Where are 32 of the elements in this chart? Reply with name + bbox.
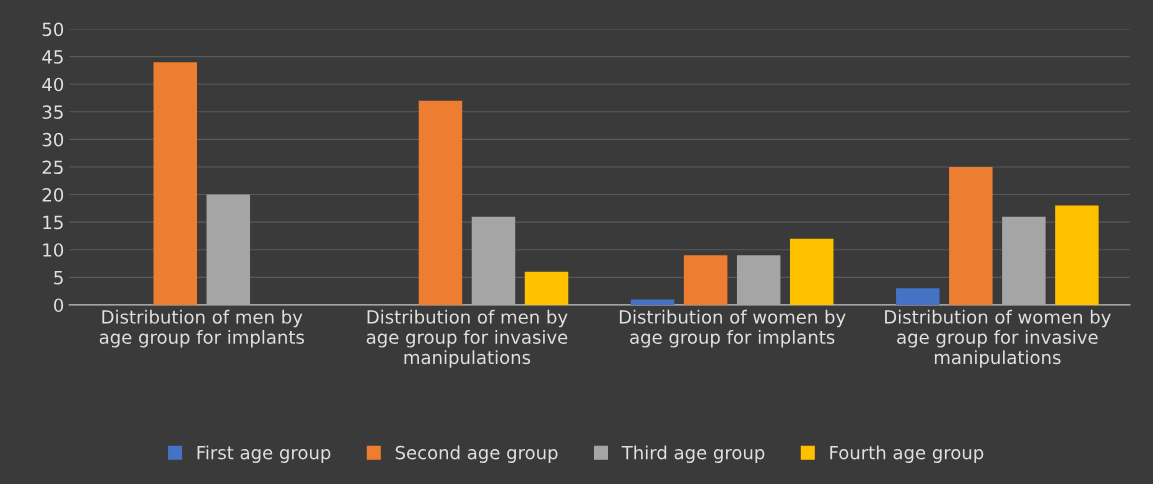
bar xyxy=(1055,205,1099,305)
bar xyxy=(736,255,781,305)
bar xyxy=(630,299,675,305)
bar xyxy=(418,100,463,305)
x-tick-label: Distribution of men by age group for implants xyxy=(99,309,304,348)
x-tick-label: Distribution of men by age group for invasive manipulations xyxy=(366,309,568,368)
x-tick-label: Distribution of women by age group for implants xyxy=(619,309,846,348)
bar xyxy=(949,166,993,305)
bar xyxy=(789,238,834,305)
y-tick-label: 40 xyxy=(42,77,64,92)
bar xyxy=(524,271,569,305)
bar xyxy=(896,288,940,305)
x-tick-label: Distribution of women by age group for invasive manipulations xyxy=(885,309,1111,368)
legend-label: Second age group xyxy=(395,445,558,463)
y-tick-label: 10 xyxy=(43,243,64,257)
legend-label: Third age group xyxy=(621,445,765,463)
y-tick-label: 15 xyxy=(43,215,63,230)
y-tick-label: 0 xyxy=(54,298,64,313)
bar xyxy=(683,255,728,305)
y-tick-label: 5 xyxy=(54,271,63,285)
y-tick-label: 30 xyxy=(42,132,64,147)
bar xyxy=(471,216,516,305)
y-tick-label: 20 xyxy=(42,188,64,202)
bar xyxy=(153,62,197,305)
y-tick-label: 45 xyxy=(42,50,63,64)
legend-label: Fourth age group xyxy=(830,445,984,463)
legend-label: First age group xyxy=(197,445,331,463)
y-tick-label: 50 xyxy=(42,22,64,37)
bar xyxy=(206,194,251,305)
y-tick-label: 35 xyxy=(42,105,63,119)
y-tick-label: 25 xyxy=(42,160,63,175)
bar xyxy=(1002,216,1046,305)
